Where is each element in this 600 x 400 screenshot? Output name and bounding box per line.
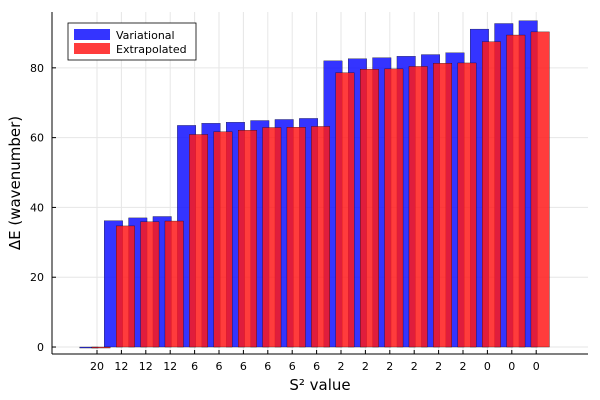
bar-extrapolated bbox=[506, 34, 526, 348]
bar-extrapolated bbox=[213, 131, 233, 348]
legend-swatch-extrapolated bbox=[74, 43, 110, 54]
bar-extrapolated bbox=[262, 127, 282, 348]
y-tick-label: 60 bbox=[30, 132, 44, 145]
x-tick-label: 2 bbox=[362, 360, 369, 373]
x-tick-label: 12 bbox=[139, 360, 153, 373]
y-tick-label: 20 bbox=[30, 271, 44, 284]
x-tick-label: 2 bbox=[386, 360, 393, 373]
legend-label-variational: Variational bbox=[116, 29, 175, 42]
x-tick-label: 12 bbox=[114, 360, 128, 373]
x-tick-label: 6 bbox=[240, 360, 247, 373]
x-tick-label: 0 bbox=[508, 360, 515, 373]
x-tick-label: 0 bbox=[484, 360, 491, 373]
x-tick-labels: 20 12 12 12 6 6 6 6 6 6 2 2 2 2 2 2 0 0 0 bbox=[90, 350, 540, 373]
bar-extrapolated bbox=[408, 66, 428, 348]
x-tick-label: 6 bbox=[289, 360, 296, 373]
bar-extrapolated bbox=[359, 69, 379, 348]
y-tick-label: 40 bbox=[30, 201, 44, 214]
y-tick-label: 80 bbox=[30, 62, 44, 75]
legend-label-extrapolated: Extrapolated bbox=[116, 43, 187, 56]
bar-extrapolated bbox=[189, 134, 209, 348]
bar-extrapolated bbox=[433, 63, 453, 348]
axes bbox=[51, 12, 588, 355]
x-tick-label: 2 bbox=[411, 360, 418, 373]
bar-extrapolated bbox=[91, 346, 111, 349]
y-tick-label: 0 bbox=[37, 341, 44, 354]
bars bbox=[79, 20, 550, 349]
x-tick-label: 6 bbox=[191, 360, 198, 373]
bar-extrapolated bbox=[481, 41, 501, 348]
bar-extrapolated bbox=[237, 130, 257, 348]
x-tick-label: 2 bbox=[338, 360, 345, 373]
y-axis-title: ΔE (wavenumber) bbox=[6, 116, 24, 250]
bar-extrapolated bbox=[140, 221, 160, 348]
legend: Variational Extrapolated bbox=[67, 22, 197, 61]
bar-extrapolated bbox=[164, 220, 184, 348]
x-tick-label: 20 bbox=[90, 360, 104, 373]
bar-extrapolated bbox=[384, 68, 404, 348]
x-axis-title: S² value bbox=[289, 376, 350, 394]
x-tick-label: 2 bbox=[435, 360, 442, 373]
bar-extrapolated bbox=[530, 31, 550, 348]
x-tick-label: 6 bbox=[264, 360, 271, 373]
x-tick-label: 0 bbox=[533, 360, 540, 373]
legend-swatch-variational bbox=[74, 29, 110, 40]
x-tick-label: 2 bbox=[460, 360, 467, 373]
bar-extrapolated bbox=[457, 62, 477, 348]
bar-extrapolated bbox=[335, 72, 355, 348]
bar-extrapolated bbox=[116, 225, 135, 348]
bar-extrapolated bbox=[286, 127, 306, 348]
x-tick-label: 12 bbox=[163, 360, 177, 373]
x-tick-label: 6 bbox=[313, 360, 320, 373]
bar-extrapolated bbox=[311, 126, 331, 348]
x-tick-label: 6 bbox=[216, 360, 223, 373]
y-tick-labels: 0 20 40 60 80 bbox=[30, 62, 56, 354]
